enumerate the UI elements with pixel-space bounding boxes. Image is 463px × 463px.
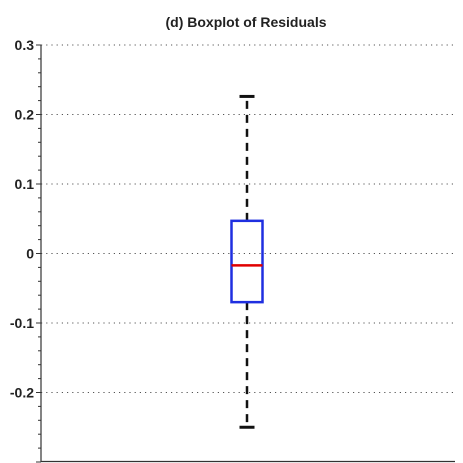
y-tick-label: 0 bbox=[26, 246, 34, 262]
y-tick-labels: -0.2 -0.1 0 0.1 0.2 0.3 bbox=[10, 37, 34, 401]
y-tick-label: -0.2 bbox=[10, 385, 34, 401]
y-tick-label: 0.3 bbox=[15, 37, 35, 53]
boxplot bbox=[230, 94, 264, 429]
y-tick-label: -0.1 bbox=[10, 315, 34, 331]
y-axis bbox=[36, 44, 455, 463]
y-tick-label: 0.2 bbox=[15, 107, 35, 123]
iqr-box bbox=[230, 219, 264, 304]
chart-title: (d) Boxplot of Residuals bbox=[166, 14, 327, 30]
y-tick-label: 0.1 bbox=[15, 176, 35, 192]
